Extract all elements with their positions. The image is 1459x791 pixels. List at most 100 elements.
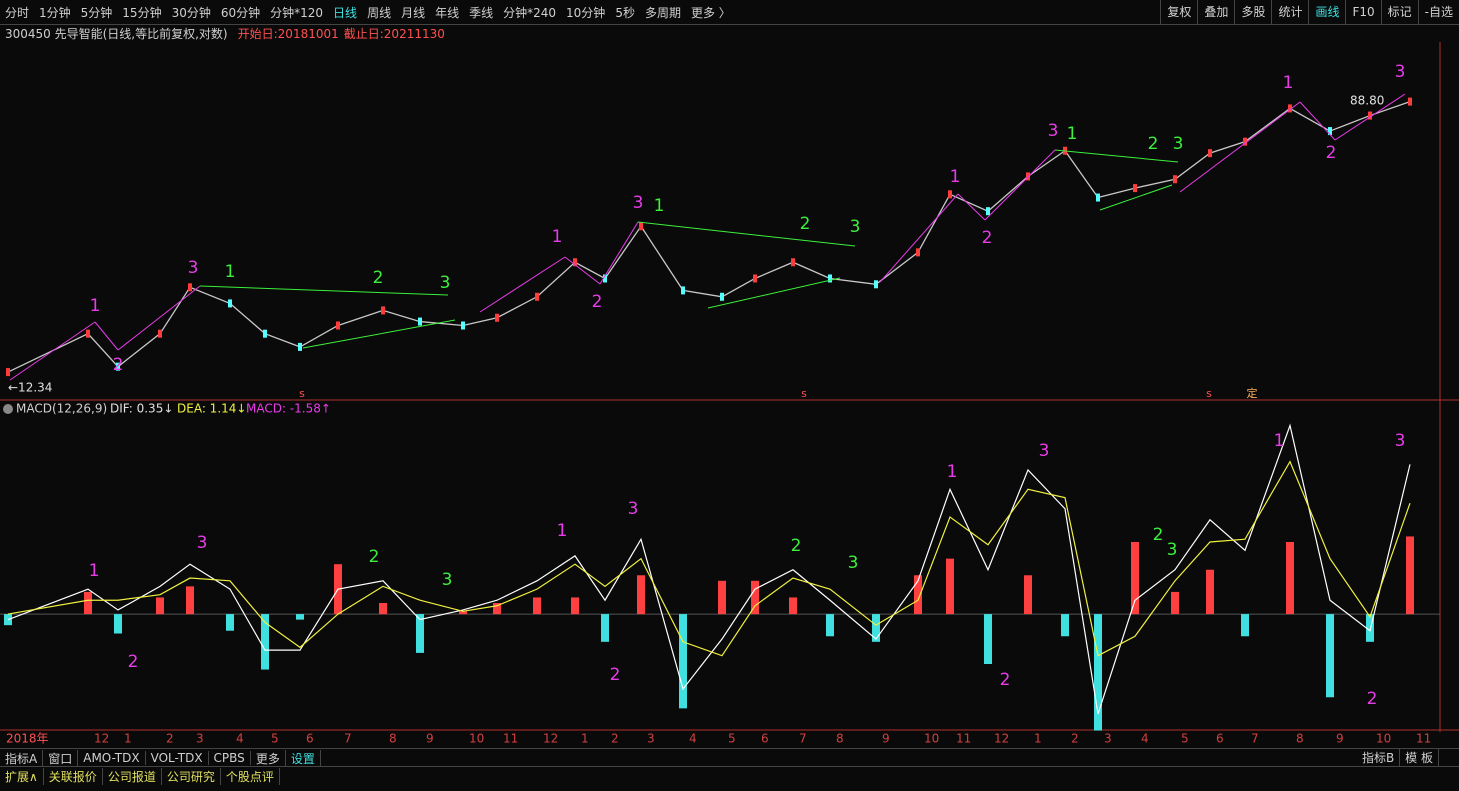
wave-label: 3	[188, 258, 199, 278]
x-tick-label: 7	[344, 732, 352, 746]
tool-button[interactable]: 统计	[1271, 0, 1308, 24]
x-tick-label: 5	[728, 732, 736, 746]
start-date: 开始日:20181001	[237, 26, 339, 41]
wave-label: 2	[369, 547, 380, 567]
macd-bar	[789, 597, 797, 615]
bottom-tab[interactable]: 个股点评	[221, 767, 280, 785]
period-button[interactable]: 多周期	[644, 5, 681, 20]
macd-bar	[718, 580, 726, 615]
period-button[interactable]: 日线	[333, 5, 358, 20]
wave-label: 2	[592, 292, 603, 312]
macd-bar	[4, 614, 12, 626]
chart-header: 300450 先导智能(日线,等比前复权,对数) 开始日:20181001 截止…	[0, 24, 1459, 42]
price-candle	[158, 329, 162, 338]
wave-line	[984, 149, 1056, 221]
wave-label: 2	[800, 214, 811, 234]
tool-button[interactable]: 画线	[1308, 0, 1345, 24]
indicator-tab[interactable]: 模 板	[1400, 749, 1439, 766]
indicator-tab[interactable]: 更多	[251, 749, 286, 767]
period-button[interactable]: 更多 〉	[690, 5, 731, 20]
period-button[interactable]: 5秒	[615, 5, 635, 20]
trend-line	[707, 277, 841, 309]
tool-button[interactable]: -自选	[1417, 0, 1459, 24]
period-button[interactable]: 60分钟	[220, 5, 261, 20]
tool-button[interactable]: F10	[1345, 0, 1380, 24]
x-tick-label: 1	[124, 732, 132, 746]
price-candle	[986, 207, 990, 216]
macd-bar	[872, 614, 880, 642]
macd-legend: MACD(12,26,9)	[16, 402, 107, 416]
period-button[interactable]: 分钟*240	[503, 5, 557, 20]
wave-label: 3	[633, 193, 644, 213]
period-button[interactable]: 年线	[435, 5, 460, 20]
wave-label: 2	[1367, 689, 1378, 709]
event-marker: s	[801, 387, 807, 400]
x-tick-label: 5	[1181, 732, 1189, 746]
period-button[interactable]: 周线	[367, 5, 392, 20]
macd-bar	[416, 614, 424, 653]
wave-label: 1	[947, 462, 958, 482]
indicator-tab[interactable]: AMO-TDX	[78, 751, 146, 765]
wave-label: 2	[128, 652, 139, 672]
indicator-tab[interactable]: CPBS	[209, 751, 251, 765]
macd-legend: DEA: 1.14↓	[177, 402, 246, 416]
wave-label: 1	[1067, 124, 1078, 144]
price-candle	[1368, 111, 1372, 120]
indicator-tab[interactable]: 设置	[286, 749, 321, 767]
price-candle	[1096, 193, 1100, 202]
period-button[interactable]: 季线	[469, 5, 494, 20]
x-tick-label: 11	[1416, 732, 1431, 746]
macd-bar	[459, 611, 467, 615]
trend-line	[302, 319, 456, 349]
tool-button[interactable]: 多股	[1234, 0, 1271, 24]
indicator-tab[interactable]: 窗口	[43, 749, 79, 767]
macd-bar	[1206, 569, 1214, 615]
price-candle	[948, 190, 952, 199]
wave-label: 1	[654, 196, 665, 216]
bottom-tab[interactable]: 关联报价	[44, 767, 103, 785]
price-candle	[874, 280, 878, 289]
indicator-tab[interactable]: 指标A	[0, 749, 44, 767]
wave-label: 3	[628, 499, 639, 519]
period-button[interactable]: 5分钟	[80, 5, 113, 20]
x-tick-label: 7	[1251, 732, 1259, 746]
period-button[interactable]: 10分钟	[566, 5, 606, 20]
period-button[interactable]: 月线	[401, 5, 426, 20]
period-button[interactable]: 分时	[5, 5, 30, 20]
wave-label: 1	[1274, 431, 1285, 451]
x-tick-label: 2018年	[6, 732, 49, 746]
tool-button[interactable]: 复权	[1160, 0, 1197, 24]
macd-bar	[601, 614, 609, 642]
indicator-tab[interactable]: VOL-TDX	[146, 751, 209, 765]
price-candle	[336, 321, 340, 330]
indicator-tab[interactable]: 指标B	[1357, 749, 1401, 766]
macd-bar	[1241, 614, 1249, 637]
macd-bar	[751, 580, 759, 615]
tool-button[interactable]: 标记	[1380, 0, 1418, 24]
bottom-tab[interactable]: 公司报道	[103, 767, 162, 785]
wave-line	[94, 321, 119, 351]
macd-bar	[533, 597, 541, 615]
period-button[interactable]: 分钟*120	[270, 5, 324, 20]
x-tick-label: 2	[611, 732, 619, 746]
period-button[interactable]: 15分钟	[122, 5, 162, 20]
wave-line	[1179, 101, 1301, 193]
x-tick-label: 3	[647, 732, 655, 746]
event-marker: s	[1206, 387, 1212, 400]
macd-bar	[1061, 614, 1069, 637]
tool-button[interactable]: 叠加	[1197, 0, 1234, 24]
x-tick-label: 4	[689, 732, 697, 746]
bottom-tab[interactable]: 扩展∧	[0, 767, 44, 785]
period-button[interactable]: 30分钟	[171, 5, 211, 20]
bottom-tab[interactable]: 公司研究	[162, 767, 221, 785]
price-candle	[495, 313, 499, 322]
price-candle	[535, 292, 539, 301]
x-tick-label: 6	[1216, 732, 1224, 746]
wave-label: 1	[950, 167, 961, 187]
period-button[interactable]: 1分钟	[39, 5, 71, 20]
event-marker: 定	[1247, 386, 1258, 400]
macd-line	[7, 423, 1411, 715]
price-candle	[116, 362, 120, 371]
x-tick-label: 4	[236, 732, 244, 746]
